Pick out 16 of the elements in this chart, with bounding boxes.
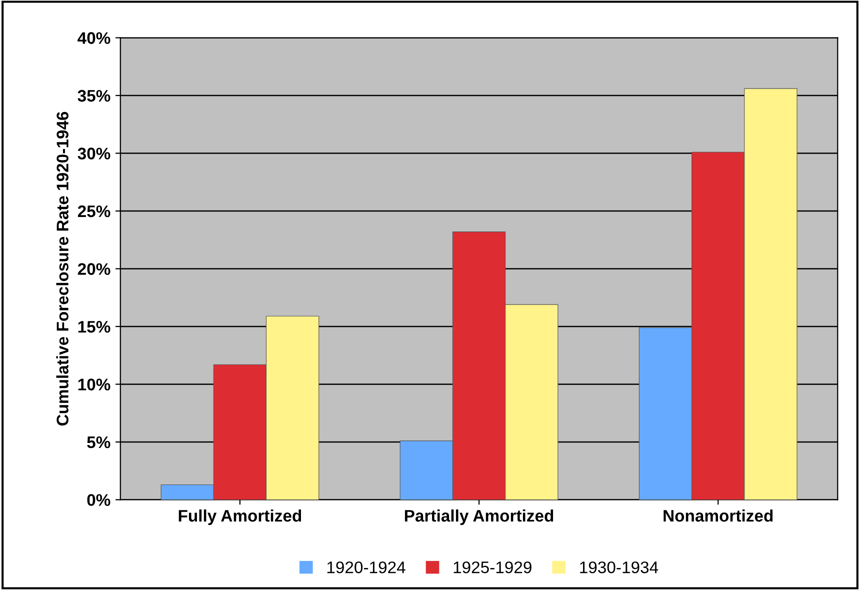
y-tick-label: 5% [87,436,110,448]
y-tick-label: 10% [78,378,110,390]
legend-label: 1925-1929 [454,561,532,574]
x-tick-label: Partially Amortized [404,509,554,525]
y-tick-label: 15% [78,320,110,333]
y-axis-title: Cumulative Foreclosure Rate 1920-1946 [56,112,68,426]
y-tick-label: 20% [78,263,110,275]
legend-label: 1930-1934 [580,561,658,574]
y-tick-label: 35% [78,90,110,102]
x-tick-label: Fully Amortized [178,509,302,525]
y-tick-label: 25% [78,205,110,218]
x-tick-label: Nonamortized [664,509,773,522]
y-tick-label: 0% [87,494,110,506]
y-tick-label: 30% [78,148,110,160]
legend-label: 1920-1924 [327,561,406,574]
y-tick-label: 40% [78,32,110,44]
